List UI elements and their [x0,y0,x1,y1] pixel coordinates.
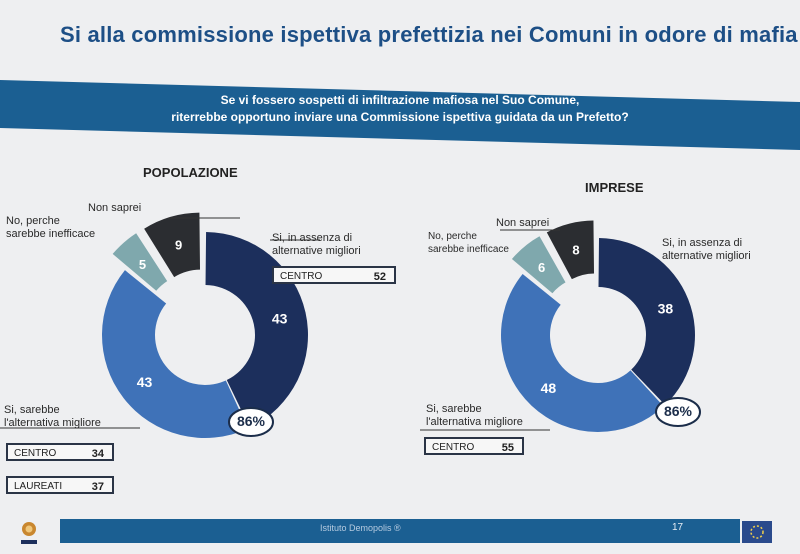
pop-slice-dont-know-value: 9 [175,237,182,252]
label-yes-best-imp-line1: Si, sarebbe [426,403,482,415]
imp-slice-dont-know [546,220,595,280]
imp-slice-dont-know-value: 8 [572,242,579,257]
chart-title-popolazione: POPOLAZIONE [143,165,238,180]
subgroup-box-pop-centro-1: CENTRO 52 [272,266,396,284]
imp-slice-yes-absence-value: 38 [658,300,674,316]
subgroup-label: LAUREATI [14,481,63,492]
donut-imprese: 38 48 6 8 [500,220,695,433]
total-oval-imprese [655,397,701,427]
label-yes-absence-pop: Si, in assenza di alternative migliori [272,232,361,258]
pop-slice-no [112,233,168,291]
subgroup-box-imp-centro: CENTRO 55 [424,437,524,455]
pop-slice-yes-best-value: 43 [137,374,153,390]
subgroup-value: 37 [91,481,104,493]
label-yes-absence-imp-line1: Si, in assenza di [662,237,743,249]
imp-slice-no [511,236,566,294]
label-yes-best-pop-line1: Si, sarebbe [4,404,60,416]
total-oval-popolazione [228,407,274,437]
subgroup-label: CENTRO [280,271,323,282]
label-yes-absence-pop-line1: Si, in assenza di [272,232,353,244]
imp-slice-no-value: 6 [538,260,545,275]
chart-title-imprese: IMPRESE [585,180,644,195]
subgroup-label: CENTRO [432,442,475,453]
pop-slice-no-value: 5 [139,257,146,272]
label-yes-absence-pop-line2: alternative migliori [272,245,361,257]
question-text: Se vi fossero sospetti di infiltrazione … [120,92,680,126]
slide-title: Si alla commissione ispettiva prefettizi… [60,22,798,47]
page-number: 17 [672,522,684,533]
demopolis-logo-icon [21,522,37,544]
label-yes-best-imp-line2: l'alternativa migliore [426,416,523,428]
footer-brand: Istituto Demopolis ® [320,523,401,533]
label-yes-best-pop-line2: l'alternativa migliore [4,417,101,429]
label-no-pop-line1: No, perche [6,215,60,227]
imp-slice-yes-best-value: 48 [541,380,557,396]
imp-slice-yes-best [500,273,664,433]
subgroup-value: 34 [91,448,104,460]
eu-flag-icon [742,521,772,543]
subgroup-box-pop-laureati: LAUREATI 37 [6,476,114,494]
imp-slice-yes-absence [598,238,695,406]
total-pct-popolazione: 86% [236,413,266,429]
pop-slice-yes-absence-value: 43 [272,310,288,326]
question-line-1: Se vi fossero sospetti di infiltrazione … [220,93,580,107]
label-no-pop: No, perche sarebbe inefficace [6,215,95,241]
label-non-saprei-pop: Non saprei [88,202,142,214]
question-line-2: riterrebbe opportuno inviare una Commiss… [171,110,629,124]
subgroup-box-pop-centro-2: CENTRO 34 [6,443,114,461]
label-yes-best-imp: Si, sarebbe l'alternativa migliore [426,403,523,429]
question-band [0,80,800,150]
pop-slice-dont-know [144,212,201,278]
label-no-imp: No, perche sarebbe inefficace [428,230,509,256]
pop-slice-yes-best [102,270,248,438]
label-no-imp-line2: sarebbe inefficace [428,244,509,255]
label-yes-absence-imp: Si, in assenza di alternative migliori [662,237,751,263]
label-no-imp-line1: No, perche [428,231,477,242]
label-non-saprei-imp: Non saprei [496,217,550,229]
footer-bar [60,519,740,543]
label-yes-absence-imp-line2: alternative migliori [662,250,751,262]
label-no-pop-line2: sarebbe inefficace [6,228,96,240]
subgroup-label: CENTRO [14,448,57,459]
total-pct-imprese: 86% [663,403,693,419]
label-yes-best-pop: Si, sarebbe l'alternativa migliore [4,404,101,430]
subgroup-value: 52 [373,271,386,283]
subgroup-value: 55 [501,442,514,454]
